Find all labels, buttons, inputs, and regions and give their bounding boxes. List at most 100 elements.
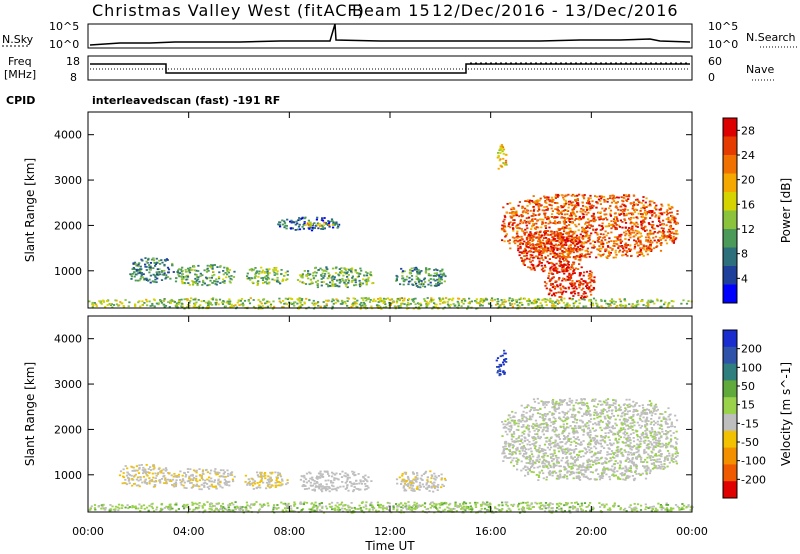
scatter-cell	[648, 223, 651, 226]
scatter-cell	[570, 266, 573, 268]
scatter-cell	[633, 195, 636, 197]
scatter-cell	[649, 204, 652, 207]
scatter-cell	[615, 201, 618, 204]
scatter-cell	[591, 506, 595, 509]
scatter-cell	[320, 502, 323, 504]
scatter-cell	[544, 221, 547, 224]
scatter-cell	[541, 223, 544, 226]
scatter-cell	[533, 202, 537, 204]
scatter-cell	[414, 508, 417, 511]
scatter-cell	[630, 507, 633, 510]
scatter-cell	[312, 299, 315, 302]
scatter-cell	[438, 278, 441, 280]
scatter-cell	[576, 509, 580, 512]
scatter-cell	[259, 508, 262, 511]
scatter-cell	[521, 243, 524, 245]
scatter-cell	[102, 299, 105, 302]
scatter-cell	[511, 305, 514, 308]
scatter-cell	[480, 505, 483, 507]
scatter-cell	[204, 301, 207, 304]
scatter-cell	[152, 468, 155, 471]
scatter-cell	[517, 226, 520, 229]
scatter-cell	[140, 268, 143, 271]
scatter-cell	[518, 254, 521, 257]
scatter-cell	[613, 212, 616, 215]
scatter-cell	[632, 213, 635, 216]
scatter-cell	[323, 275, 326, 277]
scatter-cell	[560, 503, 563, 505]
scatter-cell	[583, 235, 586, 238]
scatter-cell	[606, 218, 609, 221]
scatter-cell	[570, 274, 573, 276]
scatter-cell	[568, 227, 571, 230]
scatter-cell	[589, 197, 592, 200]
scatter-cell	[327, 284, 330, 286]
scatter-cell	[564, 209, 567, 211]
scatter-cell	[328, 224, 331, 227]
scatter-cell	[624, 205, 627, 207]
scatter-cell	[252, 299, 255, 301]
scatter-cell	[587, 277, 591, 280]
scatter-cell	[163, 507, 166, 509]
scatter-cell	[530, 236, 533, 239]
scatter-cell	[335, 221, 338, 224]
scatter-cell	[539, 508, 542, 510]
scatter-cell	[670, 510, 673, 513]
scatter-cell	[599, 510, 602, 512]
scatter-cell	[561, 258, 565, 260]
scatter-cell	[354, 270, 357, 273]
scatter-cell	[542, 242, 545, 245]
scatter-cell	[175, 277, 178, 280]
scatter-cell	[645, 304, 648, 307]
scatter-cell	[195, 274, 198, 276]
scatter-cell	[635, 203, 638, 206]
scatter-cell	[309, 226, 312, 229]
scatter-cell	[223, 481, 227, 484]
nsearch-tick-bottom: 10^0	[708, 38, 738, 51]
scatter-cell	[229, 277, 232, 280]
scatter-cell	[613, 242, 616, 245]
scatter-cell	[654, 235, 658, 238]
scatter-cell	[523, 240, 526, 243]
scatter-cell	[285, 504, 288, 506]
scatter-cell	[582, 238, 585, 240]
scatter-cell	[655, 510, 658, 512]
scatter-cell	[310, 281, 313, 284]
scatter-cell	[506, 203, 509, 205]
scatter-cell	[551, 305, 554, 308]
scatter-cell	[544, 232, 547, 234]
scatter-cell	[542, 298, 545, 301]
scatter-cell	[509, 215, 512, 218]
scatter-cell	[622, 508, 625, 511]
scatter-cell	[144, 257, 147, 259]
scatter-cell	[588, 504, 591, 507]
scatter-cell	[497, 504, 500, 507]
colorbar-tick-label: 16	[741, 198, 755, 211]
scatter-cell	[152, 259, 156, 262]
scatter-cell	[438, 506, 441, 509]
scatter-cell	[361, 304, 364, 307]
scatter-cell	[619, 219, 622, 222]
scatter-region	[118, 464, 171, 488]
scatter-cell	[299, 301, 302, 304]
scatter-cell	[538, 243, 541, 246]
scatter-cell	[511, 224, 514, 226]
scatter-cell	[539, 236, 542, 239]
scatter-cell	[424, 270, 427, 273]
scatter-cell	[560, 194, 563, 196]
scatter-cell	[188, 283, 191, 286]
scatter-cell	[407, 298, 411, 300]
scatter-cell	[173, 485, 176, 488]
scatter-cell	[194, 282, 198, 284]
scatter-cell	[545, 287, 548, 290]
scatter-cell	[229, 474, 232, 476]
scatter-cell	[518, 305, 521, 308]
scatter-cell	[384, 303, 387, 305]
scatter-cell	[269, 471, 272, 474]
scatter-cell	[211, 267, 214, 270]
scatter-cell	[633, 211, 636, 213]
scatter-cell	[341, 507, 344, 510]
scatter-cell	[614, 301, 617, 303]
scatter-cell	[558, 264, 561, 267]
scatter-cell	[313, 227, 316, 229]
